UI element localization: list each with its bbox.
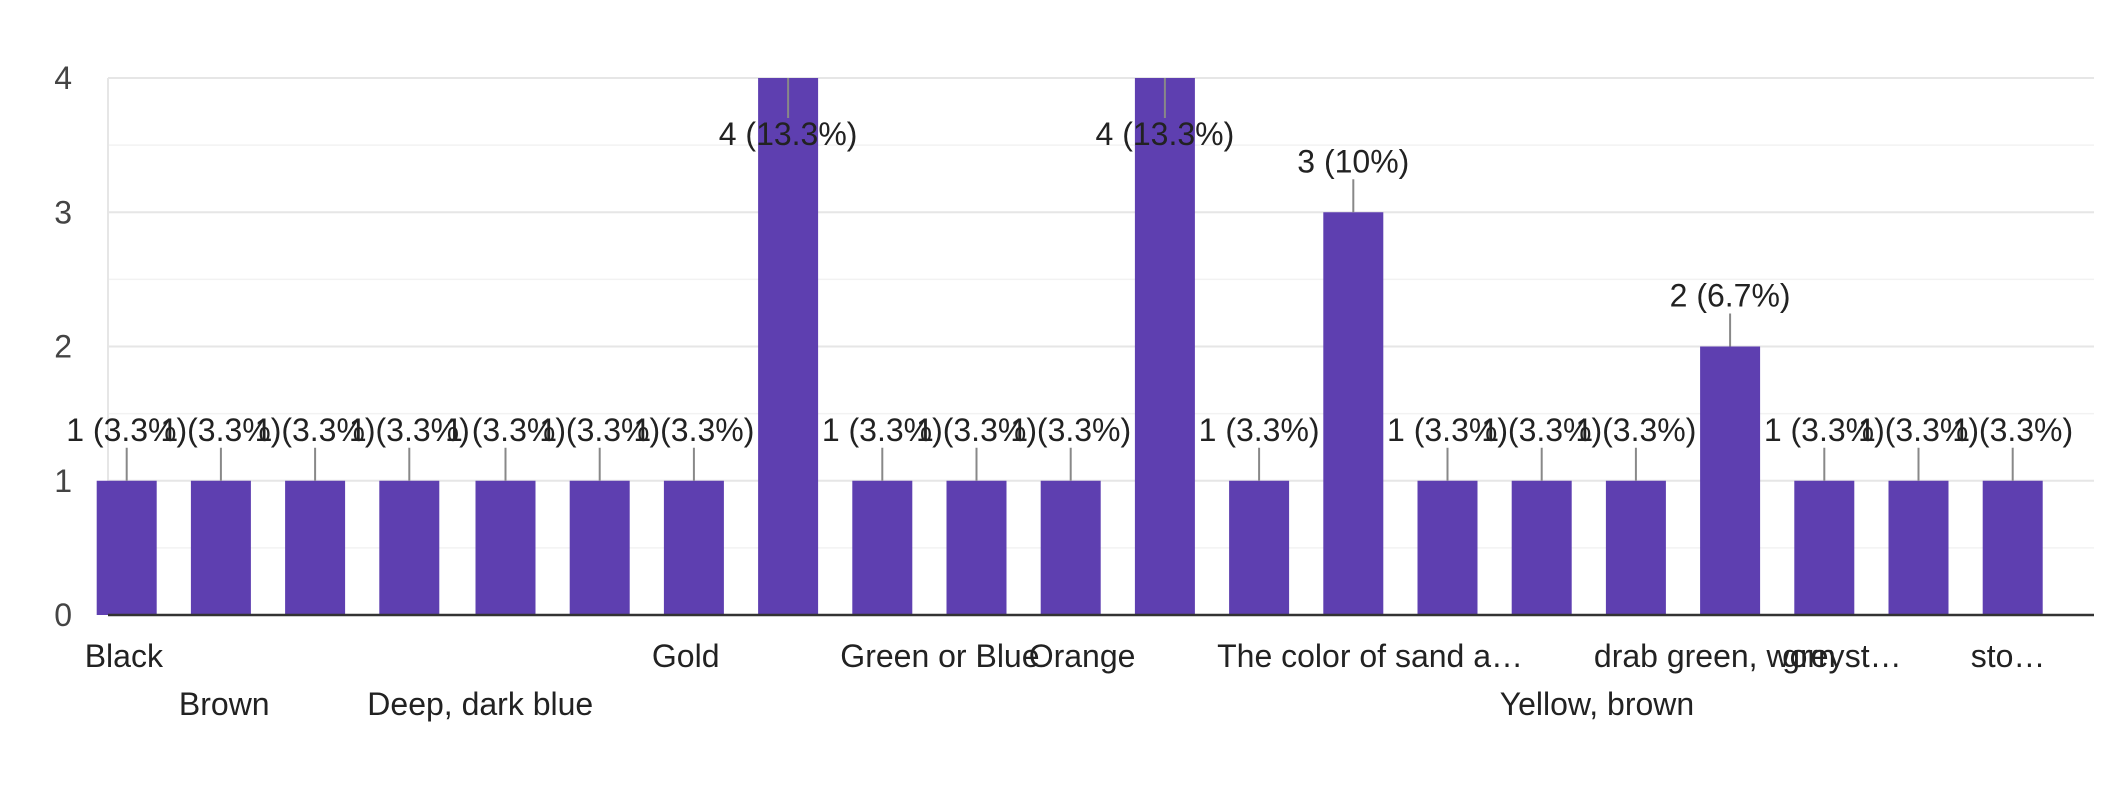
y-tick-label: 0 xyxy=(54,597,72,633)
data-label: 1 (3.3%) xyxy=(822,412,943,448)
bar[interactable] xyxy=(190,480,251,615)
x-category-label: Gold xyxy=(652,638,720,674)
y-tick-label: 1 xyxy=(54,463,72,499)
bar[interactable] xyxy=(1511,480,1572,615)
data-label-leaders xyxy=(125,78,2014,481)
bar[interactable] xyxy=(946,480,1007,615)
data-label: 4 (13.3%) xyxy=(719,116,858,152)
bar[interactable] xyxy=(1229,480,1290,615)
bar[interactable] xyxy=(96,480,157,615)
data-label: 2 (6.7%) xyxy=(1670,278,1791,314)
data-label: 1 (3.3%) xyxy=(1199,412,1320,448)
data-label: 1 (3.3%) xyxy=(1387,412,1508,448)
data-label: 1 (3.3%) xyxy=(1010,412,1131,448)
x-category-label: Deep, dark blue xyxy=(367,686,593,722)
data-label: 1 (3.3%) xyxy=(916,412,1037,448)
bar[interactable] xyxy=(569,480,630,615)
x-category-label: grey xyxy=(1782,638,1844,674)
data-label: 1 (3.3%) xyxy=(349,412,470,448)
data-label: 1 (3.3%) xyxy=(255,412,376,448)
data-label: 1 (3.3%) xyxy=(160,412,281,448)
bar[interactable] xyxy=(1134,78,1195,615)
data-label: 1 (3.3%) xyxy=(445,412,566,448)
x-category-label: Brown xyxy=(179,686,270,722)
y-tick-label: 2 xyxy=(54,329,72,365)
x-category-label: Orange xyxy=(1029,638,1136,674)
x-category-label: Black xyxy=(85,638,164,674)
bar[interactable] xyxy=(1323,212,1384,615)
y-tick-label: 3 xyxy=(54,194,72,230)
data-label: 1 (3.3%) xyxy=(633,412,754,448)
x-category-label: Yellow, brown xyxy=(1500,686,1695,722)
x-category-label: drab green, worn st… xyxy=(1594,638,1902,674)
bar[interactable] xyxy=(475,480,536,615)
x-category-label: The color of sand a… xyxy=(1217,638,1523,674)
bar[interactable] xyxy=(285,480,346,615)
bar[interactable] xyxy=(1982,480,2043,615)
y-axis-ticks: 0 1 2 3 4 xyxy=(54,60,72,633)
y-tick-label: 4 xyxy=(54,60,72,96)
data-label: 1 (3.3%) xyxy=(1764,412,1885,448)
bar[interactable] xyxy=(1794,480,1855,615)
bar[interactable] xyxy=(1700,346,1761,616)
bars xyxy=(96,78,2043,616)
x-axis-category-labels: Black Brown Deep, dark blue Gold Green or Bl… xyxy=(85,638,2046,722)
x-category-label: sto… xyxy=(1971,638,2046,674)
bar[interactable] xyxy=(1888,480,1949,615)
x-category-label: Green or Blue xyxy=(840,638,1039,674)
data-label: 1 (3.3%) xyxy=(1481,412,1602,448)
data-label: 4 (13.3%) xyxy=(1096,116,1235,152)
bar[interactable] xyxy=(758,78,819,615)
data-label: 1 (3.3%) xyxy=(1952,412,2073,448)
bar[interactable] xyxy=(379,480,440,615)
data-label: 1 (3.3%) xyxy=(539,412,660,448)
bar[interactable] xyxy=(1417,480,1478,615)
data-label: 1 (3.3%) xyxy=(1858,412,1979,448)
data-labels: 1 (3.3%)1 (3.3%)1 (3.3%)1 (3.3%)1 (3.3%)… xyxy=(66,116,2073,448)
bar[interactable] xyxy=(663,480,724,615)
data-label: 3 (10%) xyxy=(1297,143,1409,179)
bar[interactable] xyxy=(1605,480,1666,615)
data-label: 1 (3.3%) xyxy=(1575,412,1696,448)
bar[interactable] xyxy=(852,480,913,615)
data-label: 1 (3.3%) xyxy=(66,412,187,448)
bar[interactable] xyxy=(1040,480,1101,615)
